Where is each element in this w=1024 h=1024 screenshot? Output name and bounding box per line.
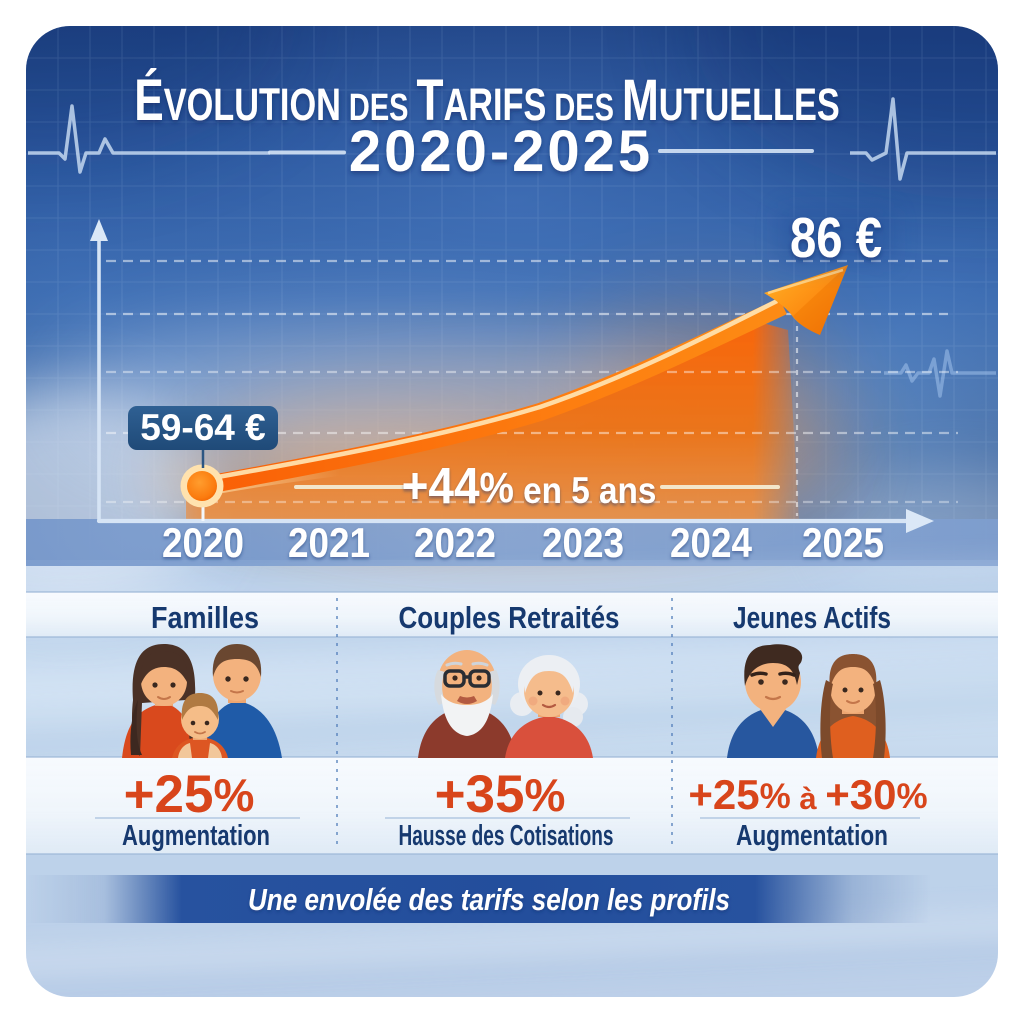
svg-text:2020: 2020 xyxy=(162,519,244,566)
svg-text:Jeunes Actifs: Jeunes Actifs xyxy=(733,600,891,635)
svg-text:Familles: Familles xyxy=(151,600,259,635)
svg-text:2024: 2024 xyxy=(670,519,753,566)
svg-text:+25% à +30%: +25% à +30% xyxy=(688,771,927,818)
svg-text:Augmentation: Augmentation xyxy=(736,820,888,852)
svg-text:Couples Retraités: Couples Retraités xyxy=(399,600,620,635)
svg-text:86 €: 86 € xyxy=(790,206,882,270)
svg-text:Une envolée des tarifs selon l: Une envolée des tarifs selon les profils xyxy=(248,882,730,917)
svg-text:+25%: +25% xyxy=(124,765,255,824)
svg-text:2025: 2025 xyxy=(802,519,884,566)
svg-text:2022: 2022 xyxy=(414,519,496,566)
svg-text:+35%: +35% xyxy=(435,765,566,824)
svg-text:2020-2025: 2020-2025 xyxy=(349,119,653,184)
svg-text:2021: 2021 xyxy=(288,519,370,566)
svg-text:59-64 €: 59-64 € xyxy=(140,407,266,448)
svg-text:Augmentation: Augmentation xyxy=(122,820,270,852)
svg-text:2023: 2023 xyxy=(542,519,624,566)
svg-text:Hausse des Cotisations: Hausse des Cotisations xyxy=(399,820,614,852)
